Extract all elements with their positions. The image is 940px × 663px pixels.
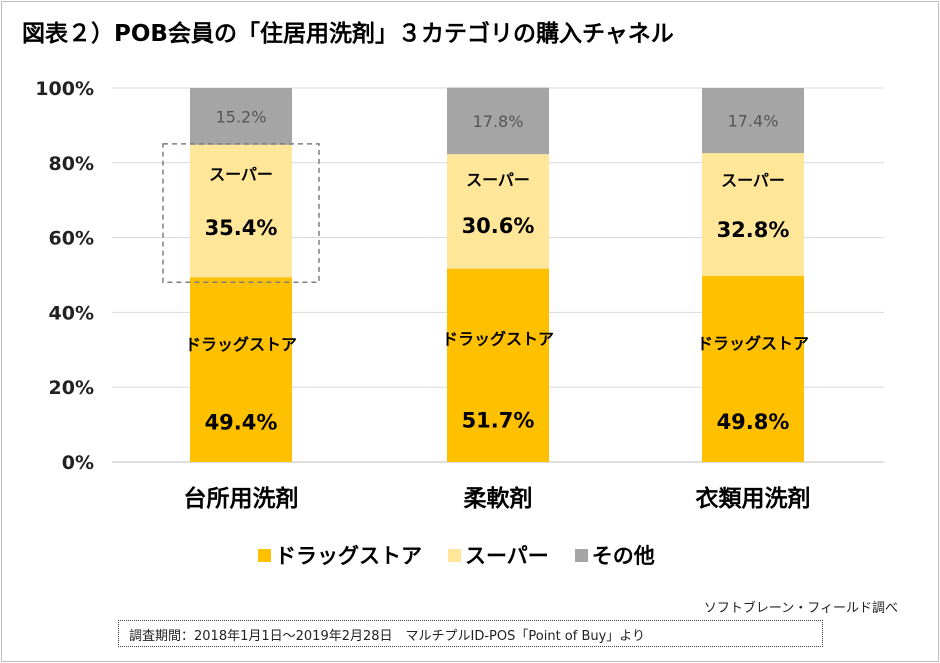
data-label: 15.2% (216, 107, 267, 126)
legend-swatch (574, 548, 588, 562)
bar-segment (447, 154, 549, 269)
legend-swatch (448, 548, 461, 562)
category-label: 台所用洗剤 (184, 485, 299, 512)
legend-item: ドラッグストア (258, 540, 422, 570)
bar-segment (702, 88, 804, 154)
data-label: 32.8% (717, 218, 790, 242)
legend-item: その他 (574, 540, 655, 570)
bar-segment (447, 87, 549, 155)
data-label: 49.8% (717, 410, 790, 434)
segment-name-label: スーパー (466, 170, 530, 189)
highlight-box (162, 143, 320, 283)
y-tick-label: 40% (49, 302, 94, 324)
legend-swatch (258, 548, 271, 562)
bar-segment (190, 88, 292, 145)
y-tick-label: 0% (62, 452, 94, 474)
bars (190, 87, 804, 462)
data-label: 51.7% (462, 408, 535, 432)
segment-name-label: ドラッグストア (185, 335, 297, 354)
source-credit: ソフトブレーン・フィールド調べ (703, 601, 898, 616)
y-tick-label: 100% (35, 78, 94, 100)
note-box: 調査期間：2018年1月1日～2019年2月28日 マルチプルID-POS「Po… (118, 620, 823, 647)
bar-segment (702, 153, 804, 276)
y-tick-label: 80% (49, 153, 94, 175)
labels: 0% 20% 40% 60% 80% 100% ドラッグストア 49.4% スーパー 35.4% 1… (35, 78, 810, 512)
legend-item: スーパー (448, 540, 549, 570)
category-label: 柔軟剤 (464, 485, 533, 512)
bar-segment (190, 144, 292, 278)
data-label: 17.8% (473, 112, 524, 131)
legend-label: その他 (591, 544, 655, 568)
legend: ドラッグストア スーパー その他 (258, 540, 655, 570)
segment-name-label: スーパー (209, 165, 273, 184)
y-tick-label: 20% (49, 377, 94, 399)
y-tick-label: 60% (49, 228, 94, 250)
chart-title: 図表２）POB会員の「住居用洗剤」３カテゴリの購入チャネル (22, 21, 674, 47)
segment-name-label: スーパー (721, 171, 785, 190)
data-label: 49.4% (205, 410, 278, 434)
segment-name-label: ドラッグストア (697, 334, 809, 353)
category-label: 衣類用洗剤 (696, 485, 811, 512)
data-label: 35.4% (205, 216, 278, 240)
data-label: 17.4% (728, 112, 779, 131)
bar-segment (702, 275, 804, 462)
legend-label: スーパー (465, 544, 549, 568)
survey-note: 調査期間：2018年1月1日～2019年2月28日 マルチプルID-POS「Po… (129, 629, 646, 644)
legend-label: ドラッグストア (275, 544, 422, 568)
bar-segment (447, 268, 549, 462)
bar-segment (190, 277, 292, 462)
data-label: 30.6% (462, 214, 535, 238)
segment-name-label: ドラッグストア (442, 329, 554, 348)
